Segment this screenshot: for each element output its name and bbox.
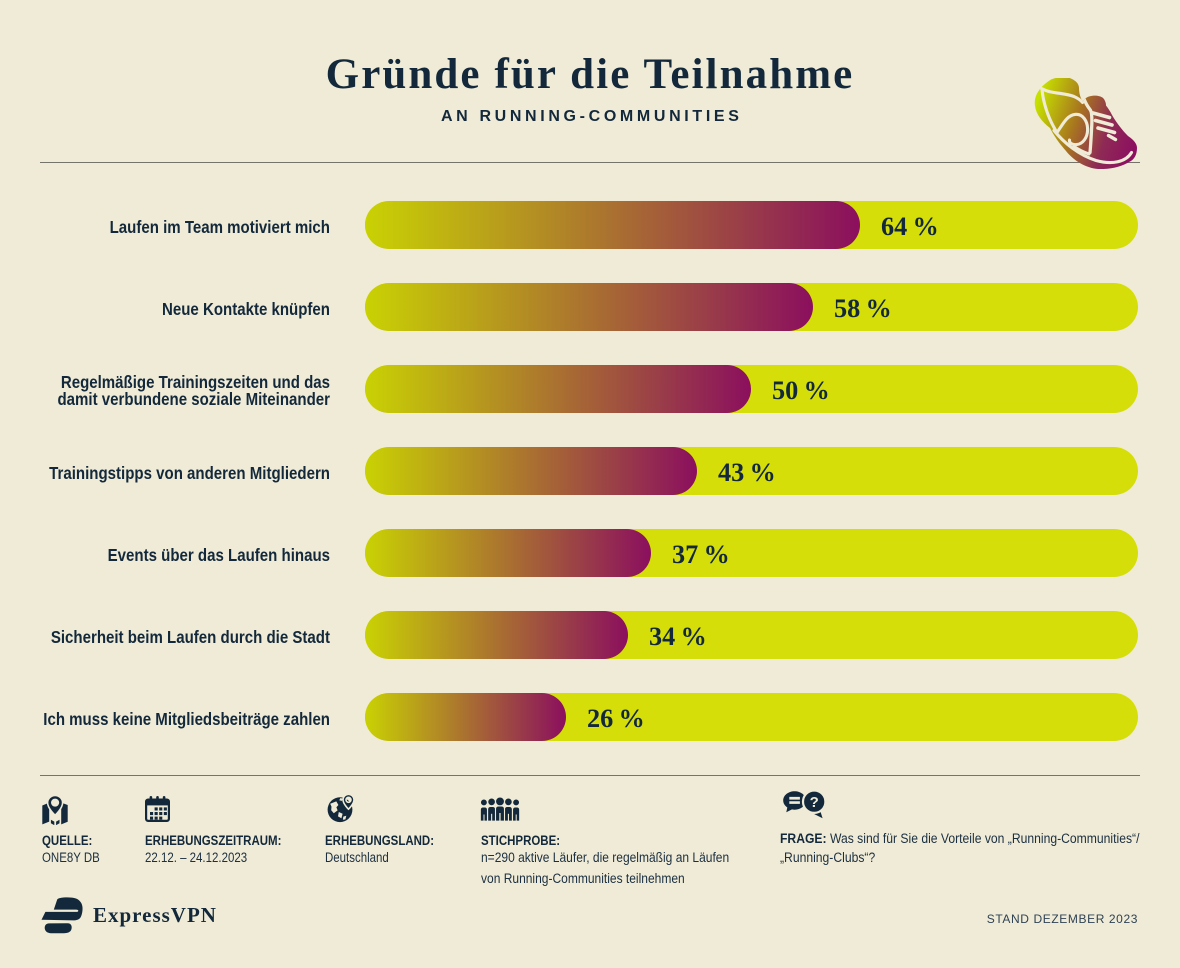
svg-text:?: ? bbox=[810, 794, 819, 811]
